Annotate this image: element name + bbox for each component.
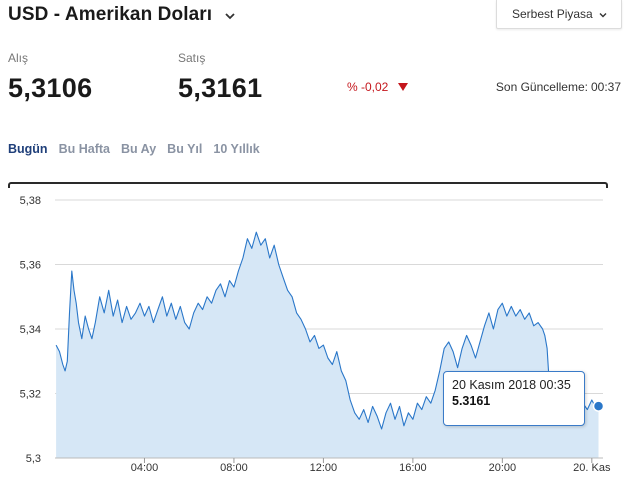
last-updated-time: 00:37 bbox=[590, 80, 621, 94]
triangle-down-icon bbox=[398, 83, 409, 91]
market-select-label: Serbest Piyasa bbox=[512, 7, 593, 21]
x-tick-label: 08:00 bbox=[220, 462, 248, 474]
sell-value: 5,3161 bbox=[178, 73, 263, 103]
x-tick-label: 16:00 bbox=[399, 462, 427, 474]
market-select[interactable]: Serbest Piyasa bbox=[496, 0, 622, 29]
y-tick-label: 5,34 bbox=[20, 324, 41, 336]
change-percent: % -0,02 bbox=[347, 80, 389, 94]
tab-this-year[interactable]: Bu Yıl bbox=[167, 142, 203, 156]
currency-title[interactable]: USD - Amerikan Doları bbox=[8, 2, 237, 28]
buy-value: 5,3106 bbox=[8, 73, 93, 103]
currency-title-text: USD - Amerikan Doları bbox=[8, 4, 213, 25]
last-updated-label: Son Güncelleme: bbox=[495, 80, 588, 94]
tab-this-month[interactable]: Bu Ay bbox=[120, 142, 157, 156]
x-tick-label: 20. Kas bbox=[573, 462, 611, 474]
tab-today[interactable]: Bugün bbox=[8, 142, 48, 156]
x-tick-label: 12:00 bbox=[310, 462, 338, 474]
chevron-down-icon[interactable] bbox=[223, 9, 237, 23]
sell-label: Satış bbox=[178, 51, 206, 65]
buy-label: Alış bbox=[8, 51, 29, 65]
y-tick-label: 5,32 bbox=[20, 389, 41, 401]
chart-tooltip: 20 Kasım 2018 00:35 5.3161 bbox=[443, 371, 585, 426]
tooltip-value: 5.3161 bbox=[452, 394, 491, 408]
highlight-point bbox=[592, 400, 605, 412]
tooltip-date: 20 Kasım 2018 00:35 bbox=[452, 378, 571, 392]
y-tick-label: 5,3 bbox=[26, 453, 41, 465]
tab-10-years[interactable]: 10 Yıllık bbox=[213, 142, 260, 156]
x-tick-label: 20:00 bbox=[489, 462, 517, 474]
tab-this-week[interactable]: Bu Hafta bbox=[58, 142, 110, 156]
y-tick-label: 5,36 bbox=[20, 260, 41, 272]
last-updated: Son Güncelleme: 00:37 bbox=[496, 80, 621, 94]
y-tick-label: 5,38 bbox=[20, 195, 41, 207]
change-indicator: % -0,02 bbox=[347, 80, 409, 94]
price-chart[interactable]: 5,38 5,36 5,34 5,32 5,3 04:00 08:00 12:00 16:00 2… bbox=[0, 175, 627, 480]
period-tabs: Bugün Bu Hafta Bu Ay Bu Yıl 10 Yıllık bbox=[8, 142, 271, 156]
x-tick-label: 04:00 bbox=[131, 462, 159, 474]
chevron-down-icon bbox=[599, 13, 607, 18]
series-line bbox=[55, 231, 599, 430]
chart-frame-top bbox=[8, 182, 608, 188]
